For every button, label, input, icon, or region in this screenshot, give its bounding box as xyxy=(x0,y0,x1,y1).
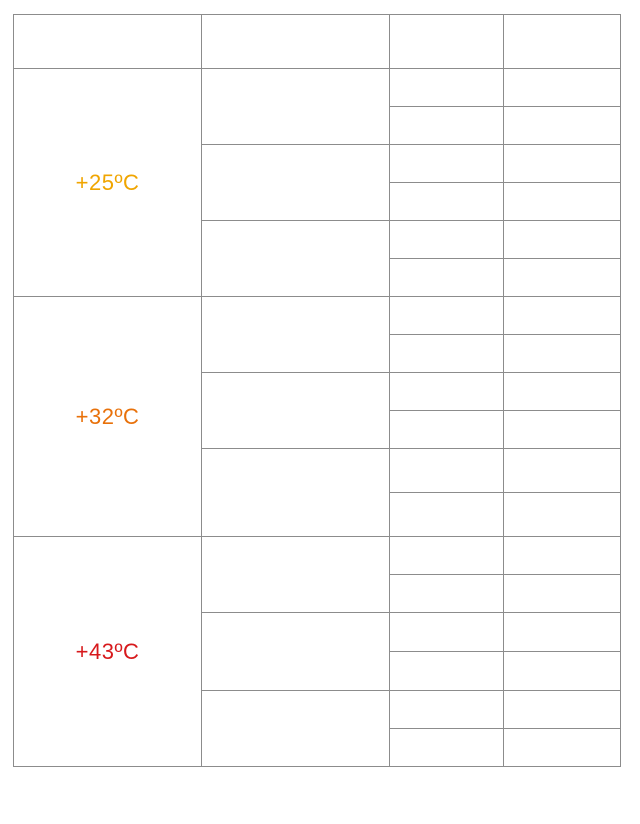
subgroup-cell xyxy=(201,144,390,221)
value-cell xyxy=(503,536,621,575)
value-cell xyxy=(389,258,504,297)
value-cell xyxy=(503,612,621,652)
header-cell xyxy=(503,14,621,69)
table-row: +43ºC xyxy=(13,536,621,767)
value-cell xyxy=(389,574,504,613)
value-cell xyxy=(389,68,504,107)
value-cell xyxy=(389,182,504,221)
value-cell xyxy=(389,492,504,537)
table-row xyxy=(14,728,621,767)
value-cell xyxy=(389,728,504,767)
temperature-label: +32ºC xyxy=(75,403,140,429)
table-row xyxy=(14,612,621,691)
header-row xyxy=(13,14,621,69)
value-cell xyxy=(503,68,621,107)
subgroup-cell xyxy=(201,296,390,373)
table-row xyxy=(14,492,621,537)
value-cell xyxy=(389,690,504,729)
table-row xyxy=(14,334,621,373)
header-cell xyxy=(201,14,390,69)
value-cell xyxy=(389,106,504,145)
table-row xyxy=(14,651,621,691)
value-cell xyxy=(503,574,621,613)
value-cell xyxy=(389,612,504,652)
temperature-group-cell: +43ºC xyxy=(13,536,202,767)
subgroup-cell xyxy=(201,690,390,767)
table-row xyxy=(14,448,621,537)
value-cell xyxy=(389,410,504,449)
value-cell xyxy=(503,728,621,767)
value-cell xyxy=(389,651,504,691)
value-cell xyxy=(503,182,621,221)
header-cell xyxy=(13,14,202,69)
value-cell xyxy=(503,492,621,537)
value-cell xyxy=(389,144,504,183)
value-cell xyxy=(503,410,621,449)
value-cell xyxy=(503,651,621,691)
value-cell xyxy=(503,334,621,373)
temperature-table: +25ºC + xyxy=(13,14,621,767)
temperature-group-cell: +25ºC xyxy=(13,68,202,297)
table-row xyxy=(14,690,621,767)
value-cell xyxy=(389,334,504,373)
table-row xyxy=(14,574,621,613)
subgroup-cell xyxy=(201,612,390,691)
subgroup-cell xyxy=(201,536,390,613)
table-row: +32ºC xyxy=(13,296,621,537)
temperature-group-cell: +32ºC xyxy=(13,296,202,537)
value-cell xyxy=(503,106,621,145)
value-cell xyxy=(503,372,621,411)
temperature-label: +43ºC xyxy=(75,638,140,664)
subgroup-cell xyxy=(201,372,390,449)
value-cell xyxy=(389,536,504,575)
value-cell xyxy=(503,258,621,297)
subgroup-cell xyxy=(201,448,390,537)
header-cell xyxy=(389,14,504,69)
value-cell xyxy=(389,372,504,411)
table-row: +25ºC xyxy=(13,68,621,297)
temperature-label: +25ºC xyxy=(75,169,140,195)
value-cell xyxy=(389,296,504,335)
table-row xyxy=(14,258,621,297)
subgroup-cell xyxy=(201,68,390,145)
table-row xyxy=(14,182,621,221)
value-cell xyxy=(503,690,621,729)
table-row xyxy=(14,220,621,297)
value-cell xyxy=(503,220,621,259)
value-cell xyxy=(503,144,621,183)
value-cell xyxy=(389,448,504,493)
value-cell xyxy=(503,296,621,335)
value-cell xyxy=(503,448,621,493)
value-cell xyxy=(389,220,504,259)
subgroup-cell xyxy=(201,220,390,297)
